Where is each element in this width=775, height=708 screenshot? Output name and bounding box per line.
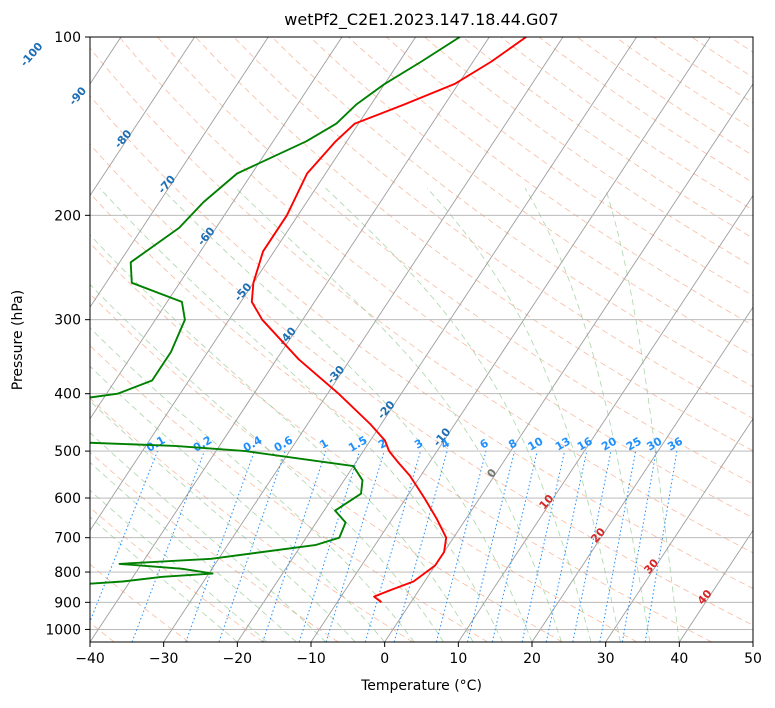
x-tick-label: 20 xyxy=(523,651,541,667)
isotherm-line xyxy=(457,194,753,642)
isotherm-line xyxy=(310,37,711,642)
plot-area xyxy=(90,37,753,642)
dry-adiabat-line xyxy=(90,397,414,642)
dry-adiabat-line xyxy=(271,37,753,388)
moist-adiabat-line xyxy=(605,188,680,642)
mixing-ratio-line xyxy=(644,451,678,642)
y-tick-label: 200 xyxy=(54,208,81,224)
dewpoint-profile-line xyxy=(90,37,461,585)
y-tick-label: 900 xyxy=(54,595,81,611)
dry-adiabat-line xyxy=(90,451,339,642)
y-tick-label: 600 xyxy=(54,491,81,507)
mixing-ratio-line xyxy=(491,450,538,642)
isotherm-line xyxy=(531,306,753,642)
mixing-ratio-line xyxy=(467,450,516,642)
x-tick-label: −40 xyxy=(75,651,105,667)
x-tick-label: 40 xyxy=(670,651,688,667)
isotherm-line xyxy=(90,37,490,642)
x-tick-label: −30 xyxy=(149,651,179,667)
x-tick-label: 0 xyxy=(380,651,389,667)
isotherm-label: -90 xyxy=(66,84,89,108)
moist-adiabat-line xyxy=(90,461,297,642)
dry-adiabat-line xyxy=(233,37,753,419)
moist-adiabat-line xyxy=(426,187,621,642)
isotherm-line xyxy=(90,37,343,420)
moist-adiabat-line xyxy=(90,516,238,642)
chart-title: wetPf2_C2E1.2023.147.18.44.G07 xyxy=(284,10,559,29)
moist-adiabat-line xyxy=(161,187,533,642)
dry-adiabat-line xyxy=(90,192,712,642)
plot-frame xyxy=(89,36,754,643)
y-tick-label: 400 xyxy=(54,387,81,403)
isotherm-line xyxy=(678,529,753,642)
background-reference-lines xyxy=(0,37,775,642)
x-tick-label: −10 xyxy=(296,651,326,667)
isotherm-line xyxy=(163,37,564,642)
isotherm-line xyxy=(90,37,196,197)
moist-adiabat-line xyxy=(90,400,356,642)
isotherm-line xyxy=(90,37,269,308)
y-tick-label: 500 xyxy=(54,444,81,460)
moist-adiabat-line xyxy=(90,432,326,642)
mixing-ratio-line xyxy=(621,451,657,642)
moist-adiabat-line xyxy=(90,234,474,642)
mixing-ratio-line xyxy=(545,450,588,642)
profiles xyxy=(90,37,527,604)
isotherm-line xyxy=(0,37,47,642)
dry-adiabat-line xyxy=(90,143,753,626)
isotherm-line xyxy=(236,37,638,642)
mixing-ratio-line xyxy=(262,450,327,642)
isotherm-label: -100 xyxy=(18,40,46,70)
dry-adiabat-line xyxy=(462,37,753,239)
mixing-ratio-line xyxy=(325,450,385,642)
mixing-ratio-line xyxy=(364,450,422,642)
mixing-ratio-line xyxy=(185,450,255,642)
y-tick-label: 1000 xyxy=(45,622,81,638)
moist-adiabat-line xyxy=(90,489,268,642)
isotherm-line xyxy=(605,417,753,642)
mixing-ratio-line xyxy=(298,450,361,642)
mixing-ratio-line xyxy=(435,450,487,642)
x-tick-label: 30 xyxy=(597,651,615,667)
y-tick-label: 800 xyxy=(54,565,81,581)
dry-adiabat-line xyxy=(90,47,753,554)
dry-adiabat-line xyxy=(309,37,753,357)
dry-adiabat-line xyxy=(347,37,753,326)
x-tick-label: 50 xyxy=(744,651,762,667)
isotherm-line xyxy=(384,83,753,642)
y-tick-label: 100 xyxy=(54,30,81,46)
y-tick-label: 700 xyxy=(54,531,81,547)
x-tick-label: 10 xyxy=(449,651,467,667)
mixing-ratio-line xyxy=(521,450,566,642)
isotherm-line xyxy=(752,641,753,642)
isotherm-line xyxy=(90,37,417,532)
mixing-ratio-line xyxy=(572,451,612,642)
dry-adiabat-line xyxy=(90,95,753,589)
x-axis-label: Temperature (°C) xyxy=(361,678,482,694)
moist-adiabat-line xyxy=(235,187,562,642)
mixing-ratio-line xyxy=(599,451,637,642)
y-axis: 100 200 300 400 500 600 700 800 900 1000 xyxy=(45,30,90,638)
mixing-ratio-line xyxy=(218,450,286,642)
moist-adiabat-line xyxy=(90,283,444,642)
dry-adiabat-line xyxy=(90,293,563,642)
dry-adiabat-line xyxy=(386,37,753,297)
mixing-ratio-line xyxy=(393,450,448,642)
y-tick-label: 300 xyxy=(54,313,81,329)
dry-adiabat-line xyxy=(90,242,638,642)
temperature-profile-line xyxy=(250,37,527,604)
dry-adiabat-line xyxy=(195,37,753,452)
x-tick-label: −20 xyxy=(223,651,253,667)
dry-adiabat-line xyxy=(157,37,753,485)
dry-adiabat-line xyxy=(768,37,775,642)
x-axis: −40 −30 −20 −10 0 10 20 30 40 50 xyxy=(75,642,762,667)
dry-adiabat-line xyxy=(424,37,753,268)
